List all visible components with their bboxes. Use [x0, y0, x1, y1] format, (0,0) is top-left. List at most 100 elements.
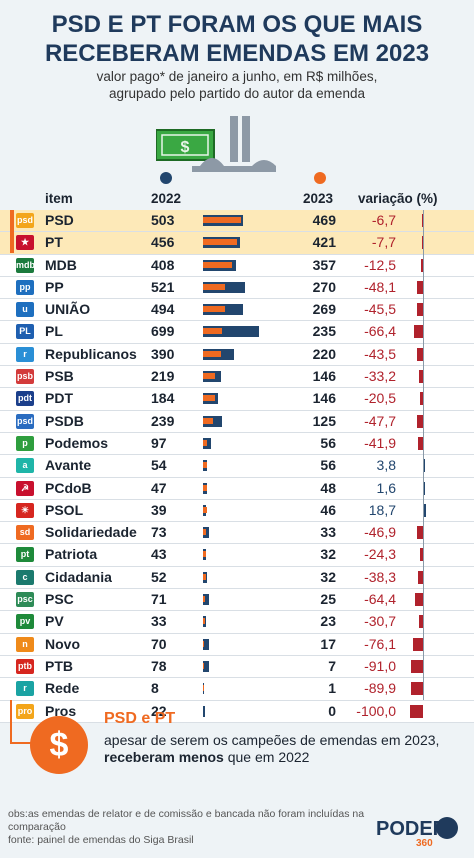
variation-bar [419, 548, 423, 562]
party-logo-icon: ☭ [16, 480, 34, 496]
table-row: pp PP 521 270 -48,1 [0, 276, 474, 300]
variation-value: -12,5 [364, 256, 396, 273]
variation-bar [417, 436, 423, 450]
bar-2023 [203, 618, 205, 625]
party-name: PTB [45, 657, 73, 674]
bar-2023 [203, 395, 215, 402]
dollar-coin-icon: $ [30, 716, 88, 774]
value-2022: 71 [151, 591, 167, 608]
brand-logo-suffix: 360 [416, 838, 433, 849]
table-row: a Avante 54 56 3,8 [0, 455, 474, 478]
variation-value: -46,9 [364, 524, 396, 541]
value-2023: 0 [328, 702, 336, 719]
title-line-2: RECEBERAM EMENDAS EM 2023 [44, 40, 430, 67]
party-name: Podemos [45, 434, 109, 451]
footnote-line-1: obs:as emendas de relator e de comissão … [8, 808, 365, 820]
bar-2023 [203, 350, 221, 357]
brand-logo: PODER [376, 818, 448, 840]
value-2022: 8 [151, 680, 159, 697]
value-2023: 33 [320, 524, 336, 541]
callout-connector [10, 700, 12, 744]
party-name: Republicanos [45, 345, 137, 362]
variation-value: 1,6 [376, 479, 396, 496]
callout-text-bold: receberam menos [104, 749, 224, 765]
callout-text: apesar de serem os campeões de emendas e… [104, 732, 464, 766]
variation-bar [411, 682, 423, 696]
variation-bar [416, 280, 423, 294]
value-2023: 270 [312, 278, 336, 295]
value-2022: 33 [151, 613, 167, 630]
value-2023: 32 [320, 568, 336, 585]
party-name: Avante [45, 457, 92, 474]
value-2023: 125 [312, 412, 336, 429]
callout-text-part2: que em 2022 [223, 749, 310, 765]
party-logo-icon: n [16, 636, 34, 652]
party-logo-icon: c [16, 569, 34, 585]
bar-2022 [203, 683, 204, 695]
party-name: MDB [45, 256, 77, 273]
table-row: ☀ PSOL 39 46 18,7 [0, 499, 474, 523]
variation-value: -48,1 [364, 278, 396, 295]
bar-2023 [203, 640, 205, 647]
variation-value: -38,3 [364, 568, 396, 585]
bar-2023 [203, 596, 205, 603]
value-2022: 78 [151, 657, 167, 674]
subtitle-line-2: agrupado pelo partido do autor da emenda [109, 86, 365, 101]
variation-bar [424, 459, 425, 473]
party-name: Patriota [45, 546, 98, 563]
variation-value: -33,2 [364, 368, 396, 385]
brand-badge-icon [436, 817, 458, 839]
table-row: sd Solidariedade 73 33 -46,9 [0, 522, 474, 545]
bar-2023 [203, 506, 207, 513]
bar-2023 [203, 328, 222, 335]
party-name: UNIÃO [45, 301, 91, 318]
value-2022: 70 [151, 635, 167, 652]
party-logo-icon: mdb [16, 257, 35, 273]
variation-bar [413, 637, 423, 651]
money-congress-illustration-icon: $ [156, 116, 276, 172]
value-2022: 43 [151, 546, 167, 563]
variation-bar [421, 258, 423, 272]
party-logo-icon: pro [16, 703, 34, 719]
svg-text:$: $ [181, 139, 190, 156]
footnote: obs:as emendas de relator e de comissão … [8, 808, 368, 847]
variation-value: -100,0 [356, 702, 396, 719]
party-logo-icon: PL [16, 324, 34, 340]
variation-value: -7,7 [371, 234, 396, 251]
variation-value: -43,5 [364, 345, 396, 362]
value-2022: 408 [151, 256, 175, 273]
variation-bar [418, 370, 423, 384]
value-2022: 52 [151, 568, 167, 585]
party-logo-icon: psb [16, 369, 34, 385]
value-2022: 219 [151, 368, 175, 385]
variation-value: -6,7 [371, 212, 396, 228]
table-row: r Rede 8 1 -89,9 [0, 678, 474, 701]
bar-2023 [203, 551, 206, 558]
table-row: pt Patriota 43 32 -24,3 [0, 544, 474, 567]
party-name: PSD [45, 212, 74, 228]
table-row: psc PSC 71 25 -64,4 [0, 589, 474, 612]
variation-value: -66,4 [364, 323, 396, 340]
party-name: PSB [45, 368, 74, 385]
value-2022: 699 [151, 323, 175, 340]
variation-bar [410, 704, 423, 718]
value-2022: 54 [151, 457, 167, 474]
bar-2023 [203, 217, 241, 223]
party-logo-icon: sd [16, 525, 34, 541]
value-2022: 73 [151, 524, 167, 541]
variation-bar [414, 325, 423, 339]
value-2023: 25 [320, 591, 336, 608]
party-logo-icon: ★ [16, 235, 34, 251]
bar-2022 [203, 705, 205, 717]
header-item: item [45, 191, 73, 206]
variation-bar [416, 414, 423, 428]
value-2023: 220 [312, 345, 336, 362]
chart-title: PSD E PT FORAM OS QUE MAIS RECEBERAM EME… [0, 10, 474, 68]
variation-value: -64,4 [364, 591, 396, 608]
party-name: Rede [45, 680, 80, 697]
party-name: PP [45, 278, 64, 295]
value-2023: 56 [320, 434, 336, 451]
variation-bar [418, 570, 423, 584]
party-name: Novo [45, 635, 80, 652]
bar-2023 [203, 283, 225, 290]
